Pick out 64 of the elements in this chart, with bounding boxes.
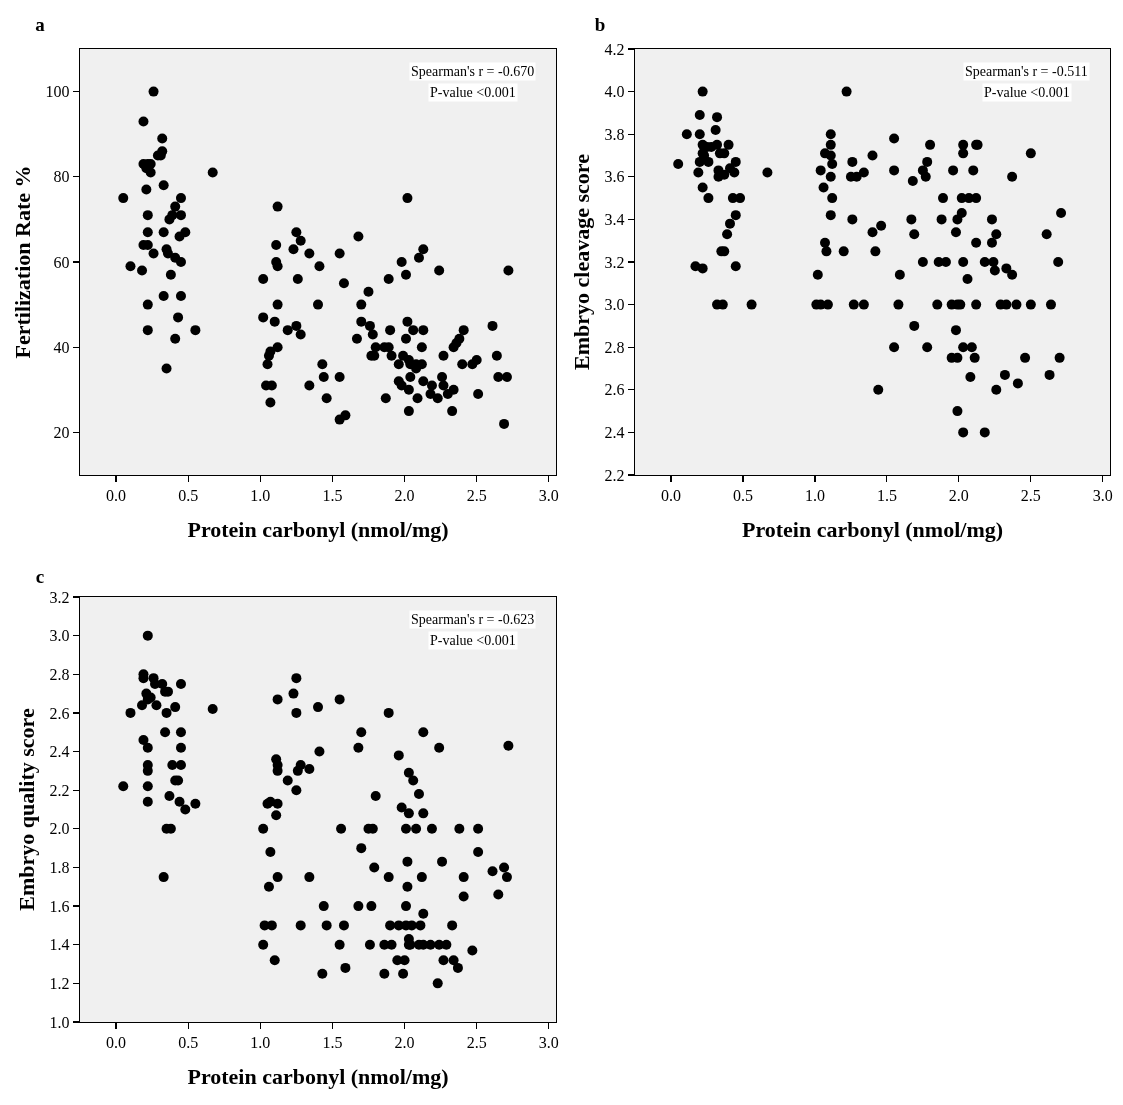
y-tick-label: 2.2 — [49, 781, 70, 799]
y-tick-label: 3.6 — [604, 168, 625, 186]
annotation: Spearman's r = -0.670 — [411, 64, 535, 79]
y-axis-title: Embryo cleavage score — [569, 153, 595, 370]
chart-title: c — [35, 565, 45, 587]
x-axis-title: Protein carbonyl (nmol/mg) — [187, 517, 449, 543]
y-tick-label: 1.4 — [49, 936, 70, 954]
y-tick-label: 2.8 — [49, 665, 70, 683]
x-tick-label: 3.0 — [538, 1034, 559, 1052]
chart-title: b — [594, 13, 606, 35]
x-tick-label: 0.5 — [732, 487, 753, 505]
x-tick-label: 1.0 — [250, 1034, 271, 1052]
annotation: P-value <0.001 — [430, 85, 516, 100]
x-tick-label: 1.0 — [250, 487, 271, 505]
y-tick-label: 1.0 — [49, 1013, 70, 1031]
x-tick-label: 2.0 — [394, 487, 415, 505]
x-tick-label: 2.0 — [948, 487, 969, 505]
x-tick-label: 0.0 — [660, 487, 681, 505]
x-axis-title: Protein carbonyl (nmol/mg) — [187, 1064, 449, 1090]
y-tick-label: 2.0 — [49, 820, 70, 838]
y-tick-label: 3.8 — [604, 125, 625, 143]
x-tick-label: 3.0 — [538, 487, 559, 505]
y-tick-label: 80 — [53, 168, 70, 186]
y-tick-label: 1.2 — [49, 974, 70, 992]
y-axis-title: Embryo quality score — [14, 708, 40, 911]
x-tick-label: 2.5 — [466, 487, 487, 505]
x-tick-label: 1.5 — [322, 487, 343, 505]
y-axis-title: Fertilization Rate % — [10, 165, 36, 359]
x-axis-title: Protein carbonyl (nmol/mg) — [741, 517, 1004, 543]
x-tick-label: 0.5 — [178, 1034, 199, 1052]
y-tick-label: 4.0 — [604, 83, 625, 101]
y-tick-label: 1.6 — [49, 897, 70, 915]
y-tick-label: 1.8 — [49, 859, 70, 877]
y-tick-label: 2.8 — [604, 338, 625, 356]
chart-title: a — [35, 13, 46, 35]
x-tick-label: 1.5 — [876, 487, 897, 505]
y-tick-label: 2.4 — [49, 743, 70, 761]
annotation: P-value <0.001 — [430, 633, 516, 648]
y-tick-label: 3.0 — [604, 296, 625, 314]
x-tick-label: 3.0 — [1092, 487, 1113, 505]
y-tick-label: 2.6 — [49, 704, 70, 722]
y-tick-label: 2.4 — [604, 424, 625, 441]
y-tick-label: 3.4 — [604, 211, 625, 228]
x-tick-label: 2.5 — [466, 1034, 487, 1052]
y-tick-label: 3.2 — [604, 253, 625, 271]
y-tick-label: 2.2 — [604, 466, 625, 484]
y-tick-label: 3.2 — [49, 588, 70, 606]
y-tick-label: 40 — [53, 338, 70, 356]
y-tick-label: 20 — [53, 424, 70, 441]
x-tick-label: 1.5 — [322, 1034, 343, 1052]
x-tick-label: 0.0 — [106, 487, 127, 505]
y-tick-label: 60 — [53, 253, 70, 271]
x-tick-label: 2.5 — [1020, 487, 1041, 505]
y-tick-label: 100 — [45, 83, 70, 101]
annotation: Spearman's r = -0.623 — [411, 612, 535, 627]
y-tick-label: 3.0 — [49, 627, 70, 645]
annotation: Spearman's r = -0.511 — [965, 64, 1088, 79]
y-tick-label: 2.6 — [604, 381, 625, 399]
x-tick-label: 1.0 — [804, 487, 825, 505]
x-tick-label: 0.5 — [178, 487, 199, 505]
x-tick-label: 2.0 — [394, 1034, 415, 1052]
y-tick-label: 4.2 — [604, 40, 625, 58]
annotation: P-value <0.001 — [984, 85, 1070, 100]
x-tick-label: 0.0 — [106, 1034, 127, 1052]
